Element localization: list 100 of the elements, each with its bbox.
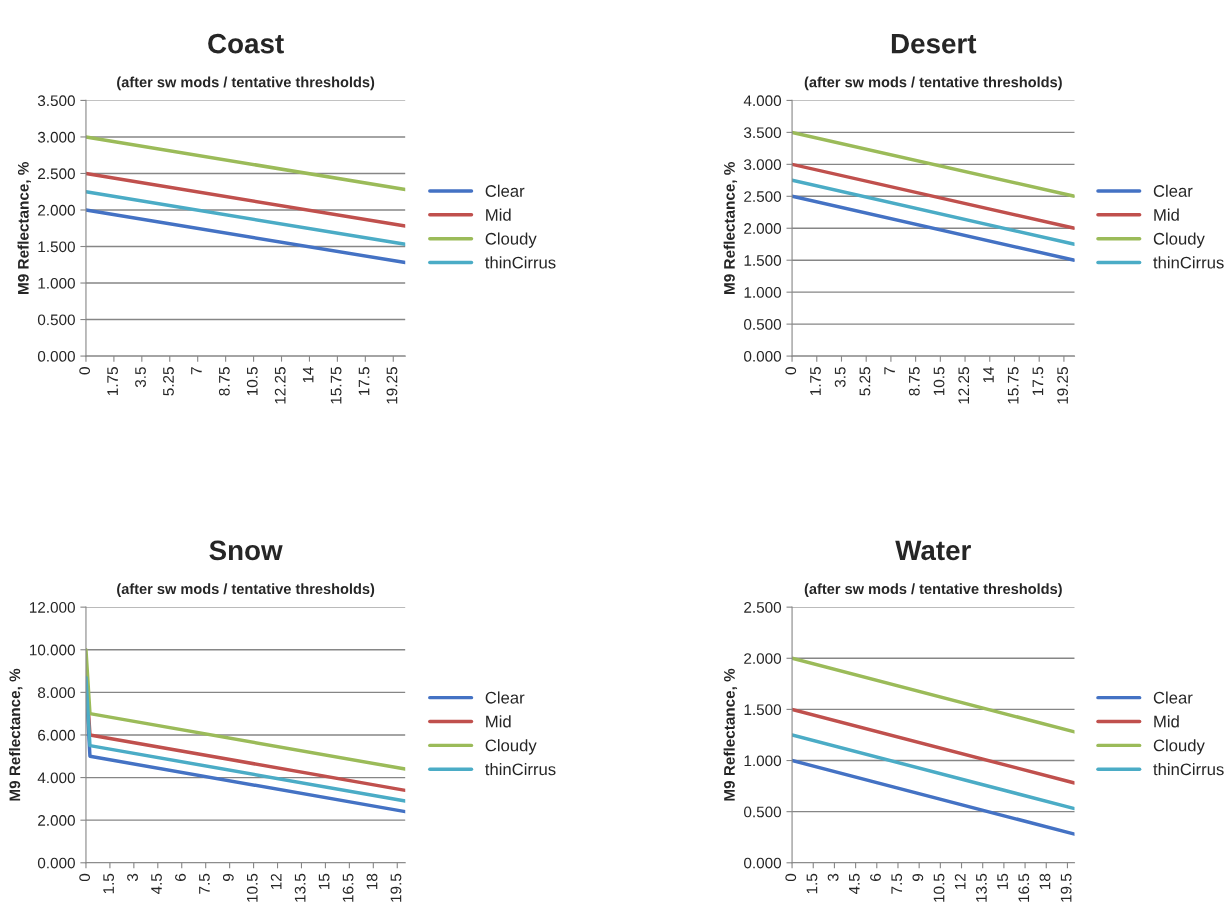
x-tick-label: 15.75 [330, 367, 342, 404]
x-tick-label: 0 [785, 367, 797, 375]
y-tick-label: 1.000 [38, 277, 75, 289]
x-tick-label: 0 [785, 873, 797, 882]
x-tick-label: 7.5 [891, 873, 903, 894]
y-axis-title: M9 Reflectance, % [9, 668, 23, 801]
x-tick-label: 17.5 [358, 367, 370, 396]
x-tick-label: 15 [997, 873, 1008, 890]
y-tick-label: 0.000 [744, 857, 782, 869]
chart-subtitle: (after sw mods / tentative thresholds) [117, 76, 375, 91]
x-tick-label: 9 [912, 873, 924, 881]
legend-label: Clear [1153, 691, 1193, 704]
x-tick-label: 8.75 [908, 367, 920, 396]
x-tick-label: 3.5 [135, 367, 146, 388]
y-tick-label: 3.500 [37, 95, 75, 107]
x-tick-label: 1.75 [810, 367, 821, 396]
y-tick-label: 2.500 [38, 168, 75, 180]
y-axis-title: M9 Reflectance, % [723, 668, 738, 801]
x-tick-label: 13.5 [975, 873, 987, 902]
x-tick-label: 13.5 [294, 873, 306, 902]
y-tick-label: 1.000 [744, 755, 782, 767]
y-axis-title: M9 Reflectance, % [723, 161, 738, 294]
x-tick-label: 14 [302, 366, 314, 383]
legend-label: Cloudy [1153, 739, 1205, 755]
legend-label: Cloudy [1153, 232, 1205, 248]
x-tick-label: 3 [127, 873, 138, 882]
y-tick-label: 4.000 [743, 95, 782, 107]
x-tick-label: 10.5 [246, 873, 258, 902]
legend-label: Cloudy [485, 232, 537, 248]
y-tick-label: 1.500 [744, 704, 782, 716]
x-tick-label: 16.5 [342, 873, 354, 902]
x-tick-label: 7.5 [199, 873, 210, 894]
y-tick-label: 1.500 [744, 255, 782, 266]
x-tick-label: 1.75 [107, 367, 118, 396]
x-tick-label: 12 [954, 873, 966, 890]
y-tick-label: 2.000 [38, 204, 75, 216]
y-tick-label: 2.000 [744, 653, 782, 664]
x-tick-label: 12.25 [958, 367, 970, 404]
x-tick-label: 17.5 [1032, 367, 1044, 396]
x-tick-label: 19.25 [386, 367, 398, 404]
legend-label: thinCirrus [1153, 256, 1224, 269]
x-tick-label: 5.25 [163, 367, 174, 396]
x-tick-label: 3 [827, 873, 839, 882]
legend-label: Clear [485, 184, 525, 197]
x-tick-label: 6 [870, 873, 881, 881]
x-tick-label: 7 [191, 367, 202, 375]
x-tick-label: 10.5 [933, 873, 945, 902]
y-tick-label: 2.500 [744, 602, 782, 613]
y-tick-label: 1.500 [38, 241, 75, 253]
legend-label: thinCirrus [1153, 763, 1224, 776]
y-tick-label: 0.000 [37, 350, 75, 362]
legend-label: Mid [486, 715, 511, 728]
x-tick-label: 15.75 [1007, 367, 1019, 404]
x-tick-label: 7 [884, 367, 895, 375]
x-tick-label: 0 [79, 367, 91, 375]
x-tick-label: 1.5 [103, 873, 115, 894]
y-tick-label: 0.500 [744, 318, 782, 330]
legend-label: Mid [1154, 208, 1179, 221]
chart-title: Water [895, 540, 971, 561]
x-tick-label: 12.25 [274, 367, 286, 404]
y-tick-label: 4.000 [37, 772, 75, 784]
y-tick-label: 6.000 [38, 729, 75, 741]
x-tick-label: 12 [270, 873, 282, 890]
y-tick-label: 3.000 [37, 131, 75, 143]
chart-title: Snow [209, 540, 283, 561]
x-tick-label: 6 [175, 873, 186, 881]
y-tick-label: 0.500 [37, 314, 75, 326]
y-tick-label: 0.000 [37, 857, 75, 869]
x-tick-label: 8.75 [218, 367, 230, 396]
chart-title: Coast [208, 33, 284, 54]
chart-subtitle: (after sw mods / tentative thresholds) [804, 583, 1062, 597]
x-tick-label: 0 [79, 873, 91, 882]
x-tick-label: 19.5 [1060, 873, 1072, 902]
x-tick-label: 4.5 [849, 873, 860, 895]
x-tick-label: 5.25 [859, 367, 871, 396]
x-tick-label: 1.5 [806, 873, 818, 894]
y-tick-label: 8.000 [37, 687, 75, 699]
legend-label: Mid [1154, 715, 1179, 728]
legend-label: Cloudy [485, 739, 537, 755]
y-tick-label: 1.000 [744, 287, 782, 298]
y-tick-label: 0.500 [744, 806, 782, 818]
legend-label: thinCirrus [485, 763, 556, 776]
chart-subtitle: (after sw mods / tentative thresholds) [117, 583, 375, 597]
y-axis-title: M9 Reflectance, % [17, 161, 31, 294]
y-tick-label: 10.000 [29, 644, 75, 656]
x-tick-label: 19.25 [1057, 367, 1069, 404]
x-tick-label: 16.5 [1018, 873, 1030, 902]
y-tick-label: 3.500 [744, 127, 782, 139]
x-tick-label: 4.5 [151, 873, 162, 895]
x-tick-label: 15 [318, 873, 330, 890]
chart-title: Desert [891, 34, 977, 54]
y-tick-label: 2.000 [744, 223, 782, 234]
x-tick-label: 10.5 [933, 367, 945, 396]
y-tick-label: 12.000 [29, 602, 75, 613]
y-tick-label: 2.500 [744, 191, 782, 202]
x-tick-label: 18 [1039, 873, 1051, 890]
x-tick-label: 19.5 [390, 873, 402, 902]
legend-label: Clear [1153, 184, 1193, 197]
x-tick-label: 18 [366, 873, 378, 890]
x-tick-label: 10.5 [246, 367, 258, 396]
